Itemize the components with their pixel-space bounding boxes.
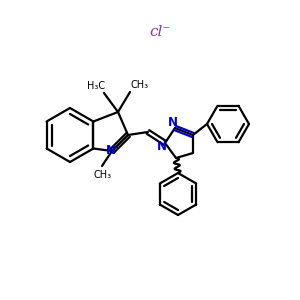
Text: N: N xyxy=(157,140,167,154)
Text: CH₃: CH₃ xyxy=(94,170,112,180)
Text: cl⁻: cl⁻ xyxy=(150,25,171,38)
Text: H₃C: H₃C xyxy=(87,81,105,91)
Text: N: N xyxy=(106,145,116,158)
Text: CH₃: CH₃ xyxy=(131,80,149,90)
Text: +: + xyxy=(114,142,120,152)
Text: N: N xyxy=(168,116,178,128)
